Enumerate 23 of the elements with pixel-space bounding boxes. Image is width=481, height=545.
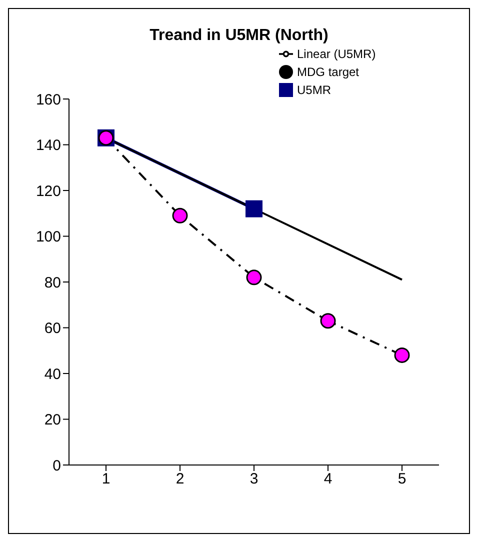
y-tick-label: 0 [52,457,61,474]
point [172,208,188,224]
legend-label: Linear (U5MR) [297,47,376,61]
y-tick-label: 80 [44,274,61,292]
y-tick-label: 60 [44,320,61,338]
x-tick-label: 1 [102,470,110,488]
point [394,347,410,363]
x-tick-label: 3 [250,470,258,488]
x-tick-label: 2 [176,470,184,488]
chart-title: Treand in U5MR (North) [148,27,330,45]
y-tick-label: 20 [44,412,61,429]
point [320,313,336,329]
legend-label: U5MR [297,83,332,97]
point [246,270,262,286]
y-tick-label: 140 [36,137,61,154]
x-tick-label: 4 [324,470,332,488]
y-tick-label: 40 [44,366,61,383]
y-tick-label: 100 [36,228,61,246]
y-tick-label: 120 [36,182,61,200]
y-tick-label: 160 [36,91,61,108]
legend-label: MDG target [297,65,360,79]
x-tick-label: 5 [398,470,406,488]
point [246,200,262,218]
